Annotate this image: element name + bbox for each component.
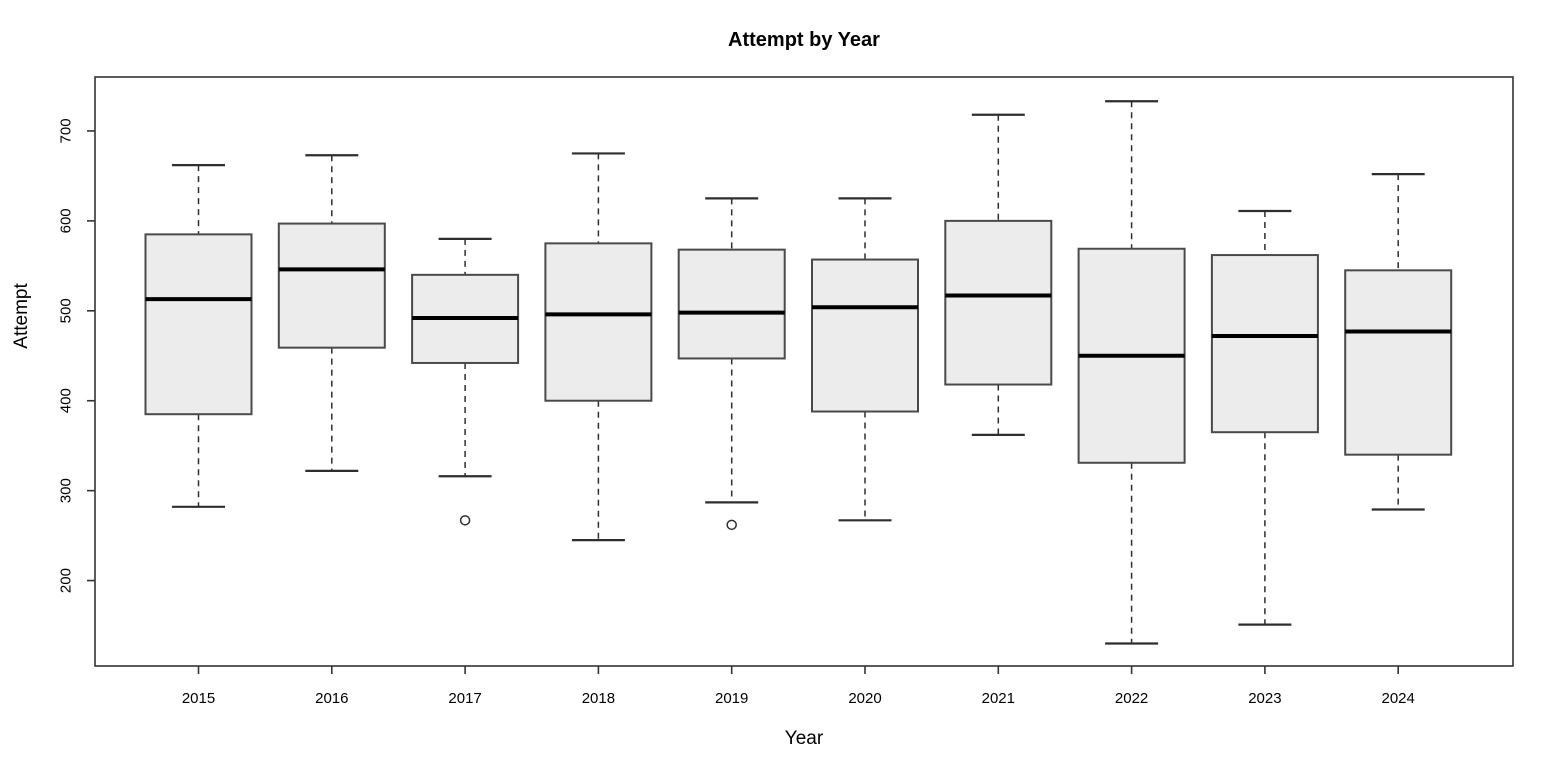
x-tick-label: 2017 bbox=[448, 690, 481, 707]
iqr-box-2020 bbox=[811, 258, 919, 413]
x-tick-label: 2020 bbox=[848, 690, 881, 707]
iqr-box-2024 bbox=[1344, 269, 1453, 456]
y-tick-label: 500 bbox=[58, 298, 75, 323]
outlier-point-2019 bbox=[726, 519, 737, 531]
x-axis-label: Year bbox=[785, 728, 824, 749]
x-tick-label: 2015 bbox=[182, 690, 215, 707]
x-tick-label: 2018 bbox=[582, 690, 615, 707]
iqr-box-2019 bbox=[677, 248, 786, 360]
iqr-box-2023 bbox=[1210, 254, 1319, 434]
y-tick-label: 700 bbox=[58, 118, 75, 143]
iqr-box-2016 bbox=[277, 222, 386, 349]
y-tick-label: 300 bbox=[58, 478, 75, 503]
x-tick-label: 2021 bbox=[982, 690, 1015, 707]
outlier-point-2017 bbox=[459, 515, 471, 526]
plot-border bbox=[94, 76, 1514, 667]
plot-area-group: 200 300 400 500 600 700 2015 2016 2017 2018 2019 20… bbox=[58, 76, 1514, 707]
y-axis-label: Attempt bbox=[11, 283, 32, 349]
y-tick-label: 600 bbox=[58, 208, 75, 233]
iqr-box-2021 bbox=[944, 219, 1053, 386]
x-tick-label: 2023 bbox=[1248, 690, 1281, 707]
y-tick-label: 200 bbox=[58, 568, 75, 593]
y-tick-label: 400 bbox=[58, 388, 75, 413]
iqr-box-2018 bbox=[544, 242, 653, 402]
x-tick-label: 2022 bbox=[1115, 690, 1148, 707]
x-tick-label: 2019 bbox=[715, 690, 748, 707]
x-tick-label: 2024 bbox=[1382, 690, 1415, 707]
iqr-box-2015 bbox=[144, 233, 253, 416]
x-tick-label: 2016 bbox=[315, 690, 348, 707]
chart-title: Attempt by Year bbox=[728, 29, 880, 51]
